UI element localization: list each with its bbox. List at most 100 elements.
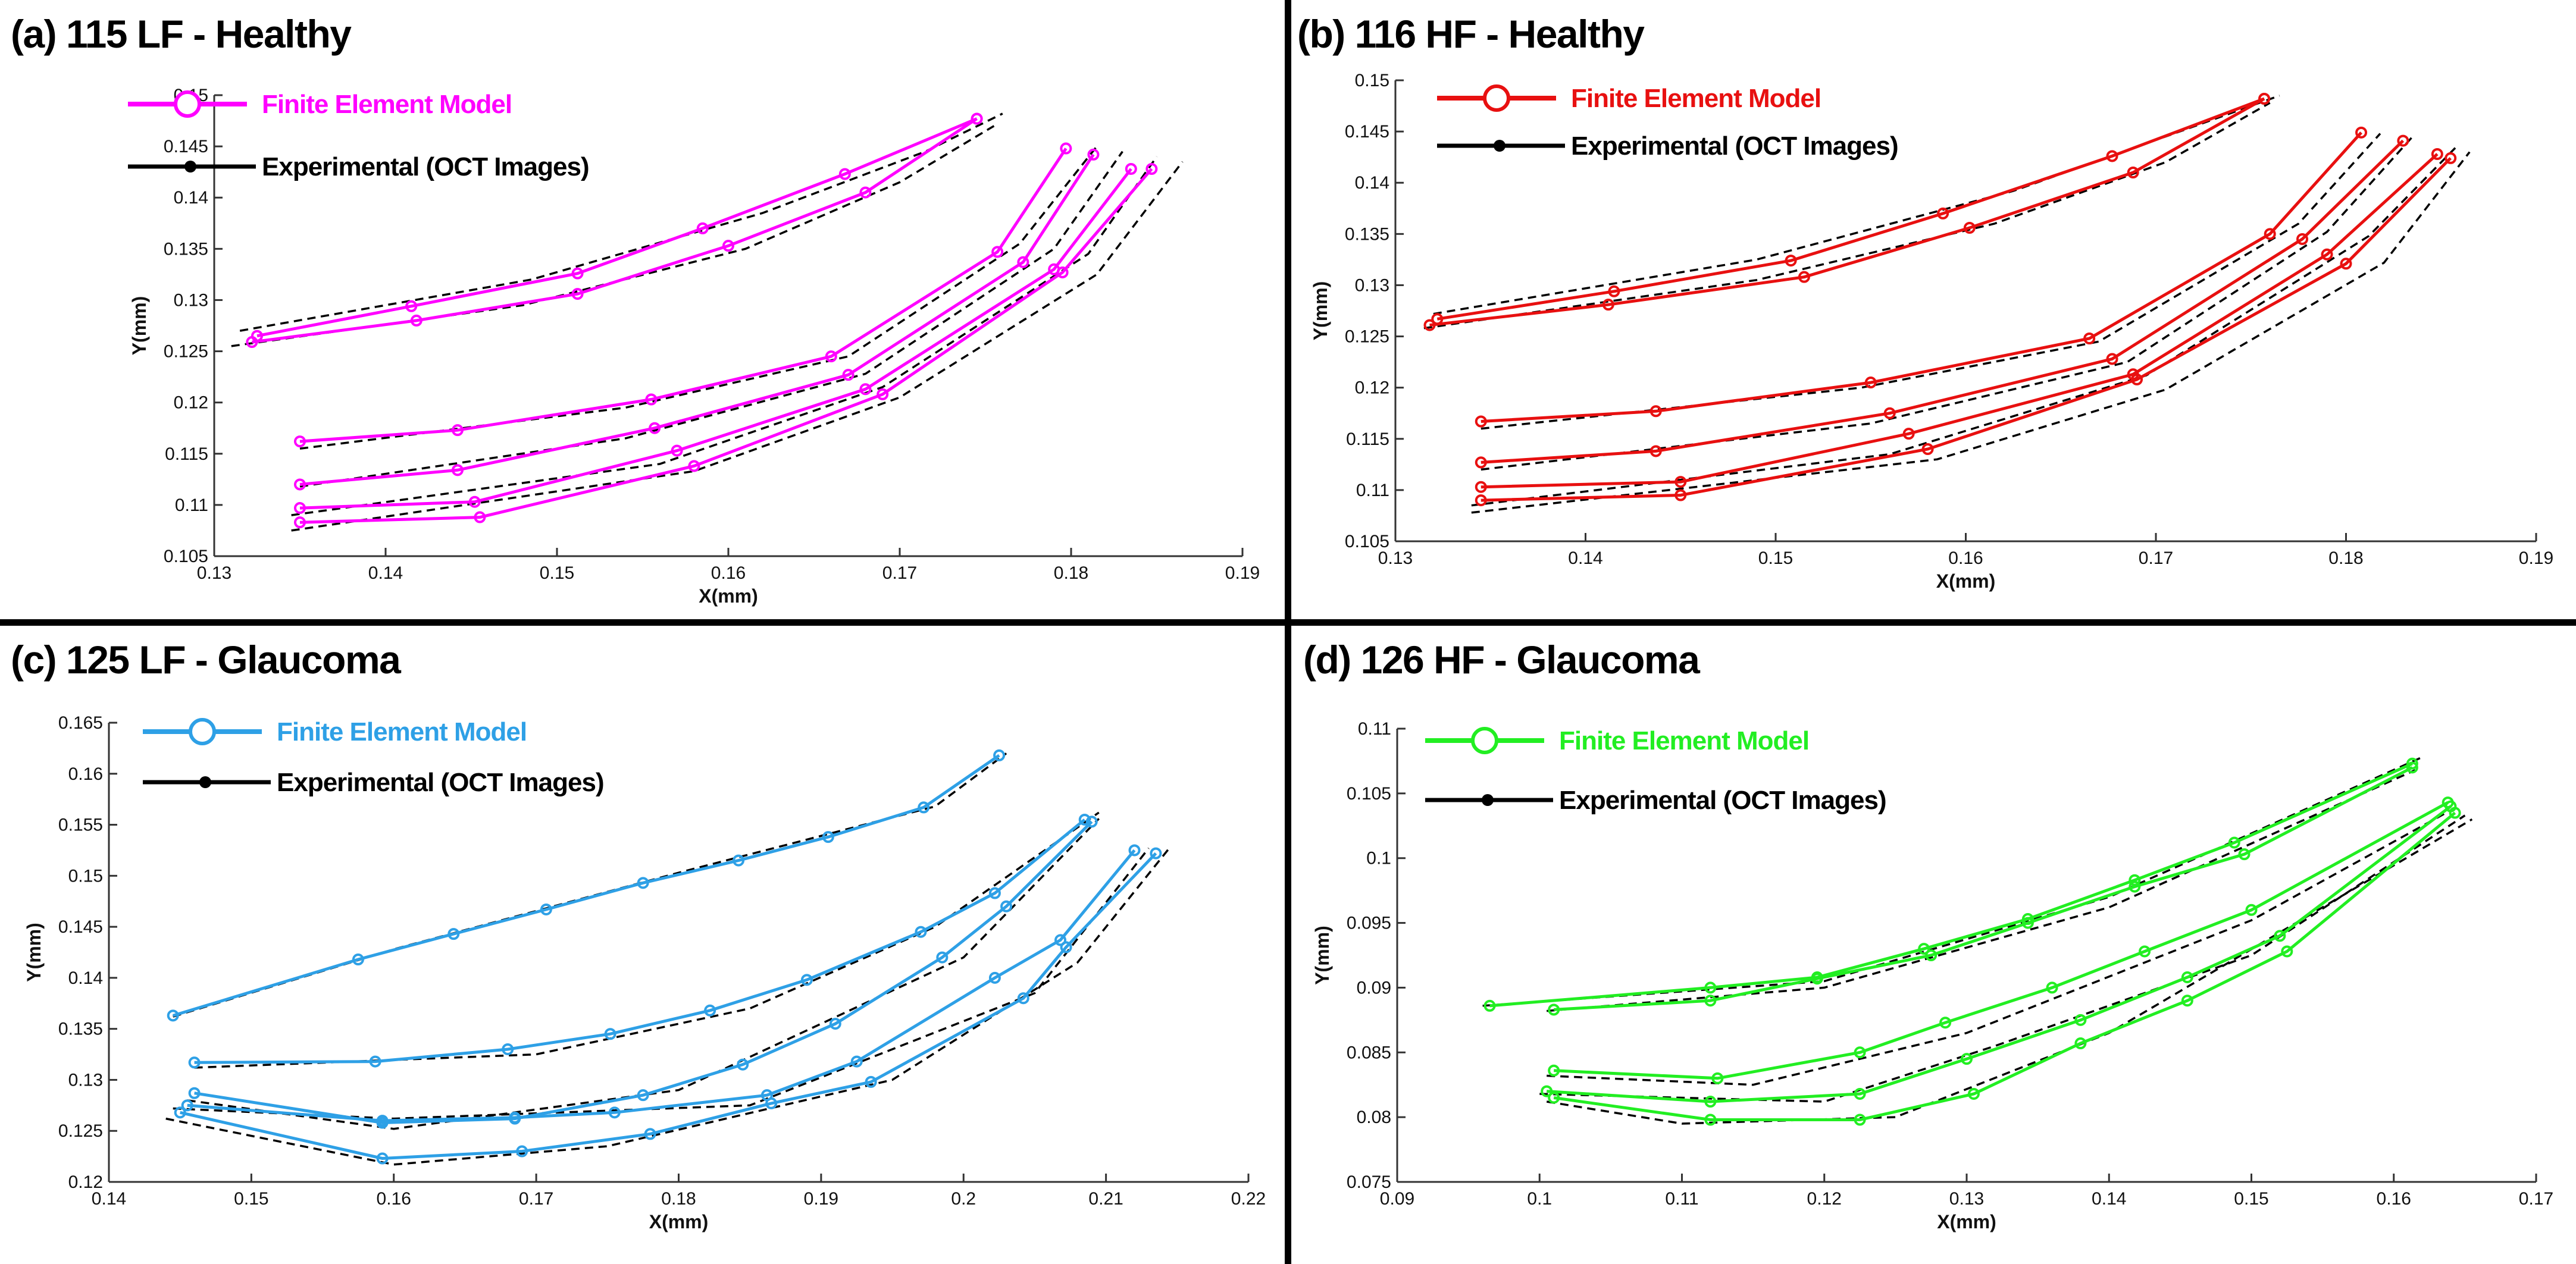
panel-a-fem-point: [1087, 148, 1100, 161]
panel-d-fem-point: [1967, 1087, 1980, 1100]
panel-d-fem-point: [1483, 999, 1496, 1012]
panel-c-fem-point: [988, 971, 1001, 984]
panel-c-legend-fem-label: Finite Element Model: [277, 717, 527, 747]
panel-c-experimental-line-3: [187, 818, 1100, 1130]
panel-c-fem-point: [188, 1087, 201, 1099]
panel-d-fem-point: [2074, 1037, 2087, 1050]
panel-a-x-tick-label: 0.19: [1225, 563, 1260, 583]
panel-a-legend-fem-label: Finite Element Model: [262, 90, 512, 119]
panel-b-y-tick-label: 0.12: [1355, 378, 1389, 398]
panel-b-y-tick-label: 0.11: [1356, 481, 1389, 500]
panel-d-fem-point: [1918, 943, 1930, 955]
panel-b-legend-fem-label: Finite Element Model: [1571, 84, 1821, 113]
panel-a-y-tick-label: 0.135: [164, 239, 208, 259]
panel-d-legend-fem-label: Finite Element Model: [1559, 726, 1809, 755]
panel-d-fem-point: [2181, 995, 2193, 1007]
panel-b-y-tick-label: 0.14: [1355, 173, 1389, 193]
panel-a-fem-point: [859, 186, 872, 199]
panel-a-fem-point: [722, 240, 734, 252]
panel-c-fem-point: [447, 928, 460, 940]
panel-d-fem-line-5: [1553, 811, 2456, 1121]
panel-d-fem-point: [1811, 973, 1823, 985]
panel-a-fem-point: [246, 336, 258, 349]
panel-c-fem-point: [540, 903, 552, 915]
panel-b-fem-point: [1674, 476, 1687, 488]
panel-a-chart: 0.13 0.14 0.15 0.16 0.17 0.18 0.19 0.105 0.11 0.1…: [128, 86, 1260, 607]
panel-c-fem-point: [918, 801, 930, 814]
panel-c-fem-point: [1150, 847, 1162, 860]
panel-a-fem-line-5: [299, 168, 1132, 510]
panel-c-fem-point: [737, 1058, 749, 1071]
panel-a-legend-fem-marker: [174, 90, 201, 118]
panel-a-experimental-line-5: [291, 156, 1158, 516]
panel-b-fem-point: [1475, 481, 1487, 493]
panel-d-y-tick-label: 0.075: [1347, 1172, 1391, 1192]
panel-a-fem-line-6: [299, 168, 1153, 524]
panel-a-y-tick-label: 0.14: [174, 188, 208, 208]
panel-d-fem-line-1: [1489, 762, 2413, 1008]
panel-b-x-axis-label: X(mm): [1936, 570, 1996, 592]
panel-c-y-tick-label: 0.155: [58, 816, 103, 835]
panel-a-fem-point: [1056, 266, 1069, 278]
panel-b-x-tick-label: 0.17: [2139, 548, 2173, 568]
panel-c-fem-point: [1017, 992, 1029, 1005]
panel-a-fem-point: [294, 502, 306, 515]
panel-c-legend-exp-label: Experimental (OCT Images): [277, 768, 604, 797]
panel-d-x-tick-label: 0.14: [2092, 1189, 2126, 1209]
panel-a-fem-point: [649, 422, 661, 434]
panel-a-fem-point: [451, 464, 464, 476]
panel-d-y-tick-label: 0.11: [1358, 719, 1391, 739]
panel-b-fem-line-2: [1429, 97, 2265, 327]
panel-d-fem-point: [1704, 981, 1717, 994]
panel-d-fem-point: [1925, 949, 1938, 961]
panel-b-x-tick-label: 0.15: [1758, 548, 1793, 568]
panel-c-fem-point: [829, 1018, 841, 1030]
panel-a-x-tick-label: 0.18: [1054, 563, 1088, 583]
panel-c-fem-point: [188, 1056, 201, 1069]
panel-d-fem-point: [2245, 904, 2258, 916]
panel-d-y-tick-label: 0.105: [1347, 784, 1391, 804]
panel-b-fem-point: [2444, 152, 2457, 164]
panel-c-fem-point: [1078, 813, 1091, 826]
panel-c-fem-point: [704, 1004, 716, 1017]
panel-a-fem-point: [838, 168, 851, 180]
panel-b-x-tick-label: 0.18: [2328, 548, 2363, 568]
panel-b-experimental-line-3: [1481, 133, 2381, 430]
horizontal-separator: [0, 619, 2576, 626]
vertical-separator: [1285, 0, 1291, 1264]
panel-d-fem-point: [2228, 836, 2240, 849]
panel-c-fem-line-3: [194, 820, 1093, 1125]
panel-d-fem-point: [1939, 1017, 1952, 1029]
panel-b-y-tick-label: 0.105: [1345, 532, 1389, 551]
panel-b-fem-point: [1921, 443, 1934, 455]
panel-d-fem-line-2: [1554, 766, 2414, 1011]
panel-a-fem-point: [571, 267, 584, 280]
panel-b-fem-point: [1785, 255, 1797, 267]
panel-b-x-tick-label: 0.14: [1568, 548, 1602, 568]
panel-b-y-tick-label: 0.13: [1355, 275, 1389, 295]
panel-c-x-tick-label: 0.2: [951, 1189, 976, 1209]
panel-b-fem-point: [1937, 207, 1949, 219]
panel-d-fem-point: [1711, 1072, 1724, 1084]
panel-d-y-axis-label: Y(mm): [1312, 926, 1333, 985]
panel-c-fem-point: [502, 1043, 514, 1055]
panel-a-legend-exp-label: Experimental (OCT Images): [262, 152, 589, 181]
panel-b-fem-line-1: [1436, 97, 2265, 321]
panel-b-fem-point: [2431, 148, 2443, 160]
panel-b-title: (b) 116 HF - Healthy: [1297, 12, 1645, 56]
panel-c-fem-point: [509, 1111, 521, 1124]
panel-c-fem-point: [915, 926, 927, 938]
panel-c-fem-point: [352, 954, 364, 966]
panel-c-legend-exp-marker: [199, 776, 211, 788]
panel-c-fem-point: [644, 1128, 656, 1140]
panel-b-x-tick-label: 0.13: [1378, 548, 1413, 568]
panel-a-fem-point: [294, 435, 306, 448]
panel-d-fem-point: [1961, 1053, 1973, 1065]
panel-d-fem-point: [1548, 1064, 1560, 1077]
panel-c-x-tick-label: 0.16: [377, 1189, 411, 1209]
panel-c-y-tick-label: 0.135: [58, 1020, 103, 1039]
panel-a-y-tick-label: 0.145: [164, 137, 208, 156]
panel-c-title: (c) 125 LF - Glaucoma: [11, 638, 402, 682]
panel-b-fem-point: [1902, 428, 1915, 440]
